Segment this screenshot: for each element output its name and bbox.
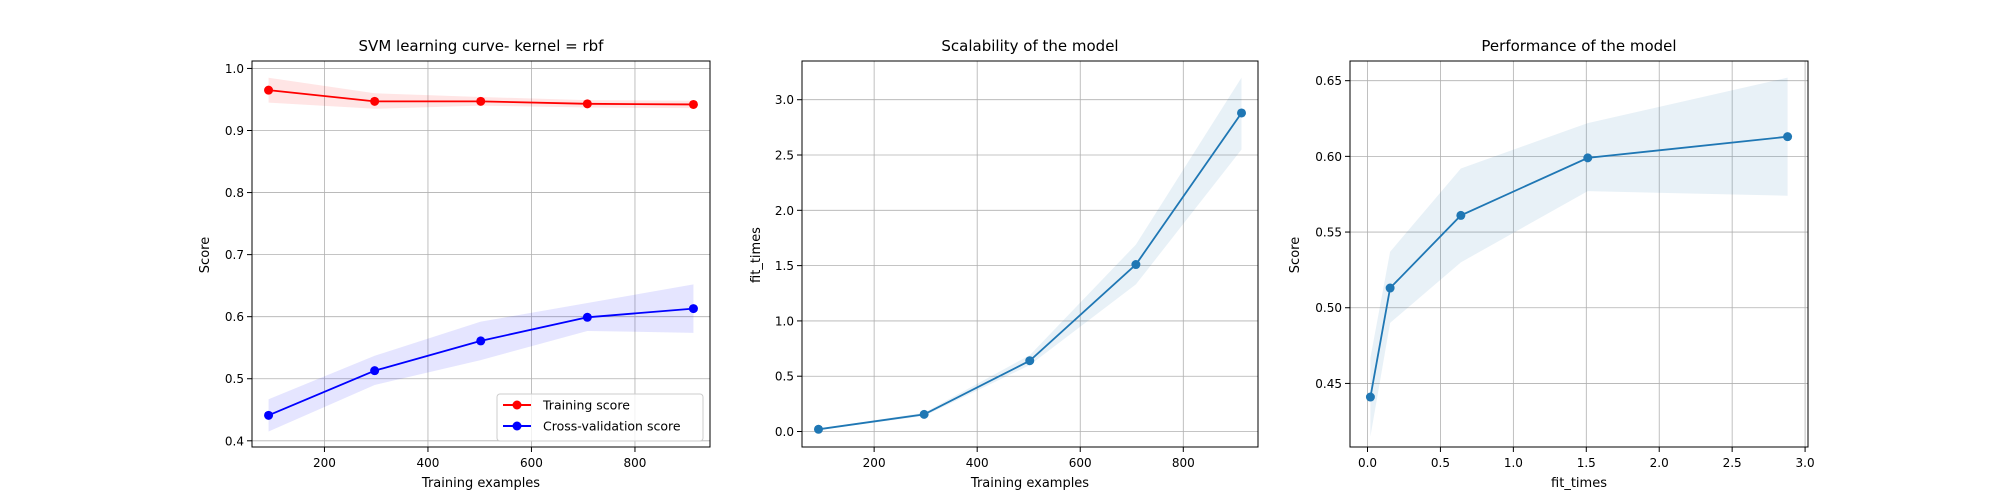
x-tick-label: 800 xyxy=(1172,456,1195,470)
x-tick-label: 3.0 xyxy=(1796,456,1815,470)
performance-panel: Performance of the model fit_times Score… xyxy=(1288,37,1815,491)
y-tick-label: 2.0 xyxy=(775,204,794,218)
chart-title: Performance of the model xyxy=(1481,37,1676,55)
legend-label-cross-validation: Cross-validation score xyxy=(543,419,681,434)
y-tick-label: 0.8 xyxy=(225,186,244,200)
axes-frame xyxy=(251,60,711,448)
y-tick-label: 0.5 xyxy=(225,372,244,386)
y-tick-label: 1.0 xyxy=(775,314,794,328)
data-point xyxy=(264,410,274,420)
confidence-band xyxy=(818,77,1242,430)
x-tick-label: 600 xyxy=(520,456,543,470)
x-tick-label: 2.0 xyxy=(1650,456,1669,470)
legend-box xyxy=(496,393,704,442)
x-tick-label: 200 xyxy=(313,456,336,470)
y-tick-label: 0.60 xyxy=(1315,150,1342,164)
y-tick-label: 2.5 xyxy=(775,149,794,163)
legend-label-training: Training score xyxy=(542,398,630,413)
data-point xyxy=(1583,153,1593,163)
legend: Training score Cross-validation score xyxy=(496,393,704,442)
plot-area: 200 400 600 800 0.0 0.5 1.0 1.5 2.0 2.5 3.0 xyxy=(775,60,1259,470)
data-point xyxy=(1025,356,1035,366)
x-tick-label: 200 xyxy=(863,456,886,470)
x-axis-label: fit_times xyxy=(1551,476,1607,491)
y-tick-label: 0.55 xyxy=(1315,226,1342,240)
chart-title: Scalability of the model xyxy=(941,37,1118,55)
legend-marker-cross-validation xyxy=(512,421,522,431)
data-point xyxy=(476,336,486,346)
x-tick-label: 800 xyxy=(624,456,647,470)
y-tick-label: 0.7 xyxy=(225,248,244,262)
data-point xyxy=(1783,132,1793,142)
x-tick-label: 600 xyxy=(1069,456,1092,470)
data-point xyxy=(813,424,823,434)
data-point xyxy=(688,99,698,109)
confidence-band xyxy=(1370,77,1788,437)
x-tick-label: 0.5 xyxy=(1431,456,1450,470)
y-tick-label: 0.45 xyxy=(1315,377,1342,391)
y-tick-label: 1.5 xyxy=(775,259,794,273)
y-tick-label: 3.0 xyxy=(775,93,794,107)
y-tick-label: 0.6 xyxy=(225,310,244,324)
y-tick-label: 0.50 xyxy=(1315,301,1342,315)
y-axis-label: fit_times xyxy=(749,227,764,283)
data-point xyxy=(1456,210,1466,220)
series-line xyxy=(818,112,1243,431)
y-axis-label: Score xyxy=(198,237,213,273)
data-point xyxy=(582,312,592,322)
x-tick-label: 2.5 xyxy=(1723,456,1742,470)
data-point xyxy=(919,409,929,419)
y-tick-label: 0.9 xyxy=(225,124,244,138)
x-tick-label: 1.0 xyxy=(1504,456,1523,470)
data-point xyxy=(476,96,486,106)
data-point xyxy=(1365,392,1375,402)
y-tick-label: 0.4 xyxy=(225,434,244,448)
data-point xyxy=(582,99,592,109)
x-tick-label: 1.5 xyxy=(1577,456,1596,470)
x-tick-label: 0.0 xyxy=(1358,456,1377,470)
x-axis-label: Training examples xyxy=(970,476,1089,491)
data-point xyxy=(1385,283,1395,293)
chart-title: SVM learning curve- kernel = rbf xyxy=(359,37,605,55)
axes-frame xyxy=(801,60,1259,448)
x-axis-label: Training examples xyxy=(421,476,540,491)
y-tick-label: 1.0 xyxy=(225,62,244,76)
plot-area: 0.0 0.5 1.0 1.5 2.0 2.5 3.0 0.45 0.50 0.55 0.60 0.6… xyxy=(1315,60,1815,470)
data-point xyxy=(264,85,274,95)
plot-area: 200 400 600 800 0.4 0.5 0.6 0.7 0.8 0.9 1.0 xyxy=(225,60,711,470)
legend-marker-training xyxy=(512,400,522,410)
scalability-panel: Scalability of the model Training exampl… xyxy=(749,37,1259,491)
learning-curve-panel: SVM learning curve- kernel = rbf Trainin… xyxy=(198,37,711,491)
y-tick-label: 0.5 xyxy=(775,370,794,384)
data-point xyxy=(370,96,380,106)
y-tick-label: 0.65 xyxy=(1315,74,1342,88)
y-axis-label: Score xyxy=(1288,237,1303,273)
x-tick-label: 400 xyxy=(417,456,440,470)
data-point xyxy=(370,366,380,376)
data-point xyxy=(1237,108,1247,118)
data-point xyxy=(1131,260,1141,270)
axes-frame xyxy=(1349,60,1809,448)
y-tick-label: 0.0 xyxy=(775,425,794,439)
data-point xyxy=(688,304,698,314)
x-tick-label: 400 xyxy=(966,456,989,470)
